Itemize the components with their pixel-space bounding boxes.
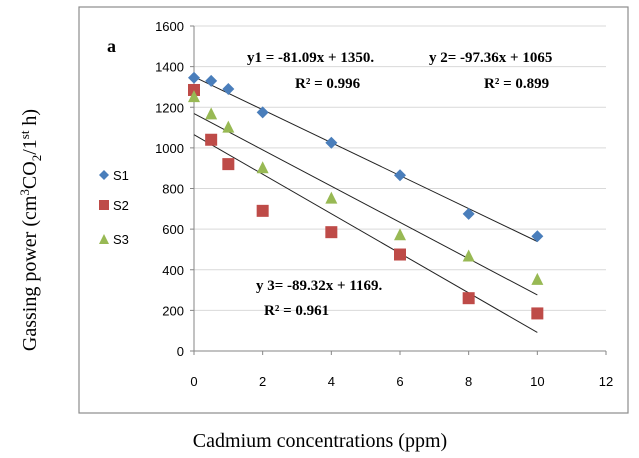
annotation-s1: y1 = -81.09x + 1350. R² = 0.996 [247,50,374,92]
y-tick-label-2: 400 [162,263,184,278]
trendline-s3 [193,134,538,333]
legend-s3-marker [99,234,109,244]
y-axis-title-part-1: Gassing power (cm [19,195,41,351]
annotation-s1-equation: y1 = -81.09x + 1350. [247,50,374,66]
x-axis-title: Cadmium concentrations (ppm) [193,430,447,452]
y-tick-label-3: 600 [162,222,184,237]
trendline-s1 [193,76,538,242]
point-s1-2 [222,82,235,95]
annotation-upper-right-equation: y 2= -97.36x + 1065 [429,50,552,66]
point-s3-7 [531,272,544,285]
point-s1-5 [394,169,406,182]
annotation-upper-right-r2: R² = 0.899 [484,76,549,92]
point-s2-4 [325,226,338,239]
point-s2-0 [188,83,200,96]
annotation-lower-r2: R² = 0.961 [264,303,329,319]
point-s3-2 [222,120,235,133]
y-axis-title-part-3: /1 [19,139,41,155]
trendlines [193,76,538,333]
legend-s2-marker [99,200,109,210]
y-tick-label-8: 1600 [155,19,184,34]
point-s3-0 [188,90,200,103]
legend-s1-marker [99,170,109,180]
point-s1-3 [256,106,269,119]
legend-s1-label: S1 [113,168,129,183]
x-tick-label-6: 12 [599,374,613,389]
y-tick-label-5: 1000 [155,141,184,156]
x-tick-label-1: 2 [259,374,266,389]
y-axis-title-sup-3: 3 [17,189,32,196]
point-s2-7 [531,307,544,320]
y-axis-title-part-2: CO [19,161,41,189]
x-tick-label-3: 6 [396,374,403,389]
annotation-s3-upper: y 2= -97.36x + 1065 R² = 0.899 [429,50,552,92]
x-tick-label-5: 10 [530,374,544,389]
chart-border [78,6,629,414]
point-s3-5 [394,228,406,241]
point-s2-1 [205,133,218,146]
y-axis-title-sub-2: 2 [29,155,44,162]
point-s3-3 [256,161,269,174]
panel-label: a [107,36,116,56]
y-axis-title-part-4: h) [19,109,41,131]
point-s3-4 [325,191,338,204]
point-s2-5 [394,248,406,261]
trendline-s2 [193,113,538,296]
x-tick-labels: 0 2 4 6 8 10 12 [190,374,613,389]
annotation-lower-equation: y 3= -89.32x + 1169. [256,278,383,294]
x-tick-label-0: 0 [190,374,197,389]
y-axis-title-sup-st: st [17,130,32,139]
point-s3-1 [205,107,218,120]
point-s2-6 [462,292,475,305]
point-s2-2 [222,158,235,171]
legend-s3-label: S3 [113,232,129,247]
y-tick-label-0: 0 [177,344,184,359]
x-tick-label-2: 4 [328,374,335,389]
point-s1-4 [325,136,338,149]
data-points [188,71,544,320]
point-s1-1 [205,74,218,87]
point-s1-0 [188,71,200,84]
point-s1-6 [462,207,475,220]
y-tick-labels: 0 200 400 600 800 1000 1200 1400 1600 [155,19,184,359]
point-s3-6 [462,249,475,262]
y-tick-label-1: 200 [162,303,184,318]
x-tick-label-4: 8 [465,374,472,389]
y-tick-label-7: 1400 [155,60,184,75]
legend: S1 S2 S3 [99,168,129,247]
annotation-s1-r2: R² = 0.996 [295,76,361,92]
legend-s2-label: S2 [113,198,129,213]
y-axis-title: Gassing power (cm3CO2/1st h) [17,109,44,351]
y-tick-label-4: 800 [162,182,184,197]
annotation-lower: y 3= -89.32x + 1169. R² = 0.961 [256,278,383,319]
y-tick-label-6: 1200 [155,100,184,115]
point-s2-3 [256,204,269,217]
point-s1-7 [531,230,544,243]
